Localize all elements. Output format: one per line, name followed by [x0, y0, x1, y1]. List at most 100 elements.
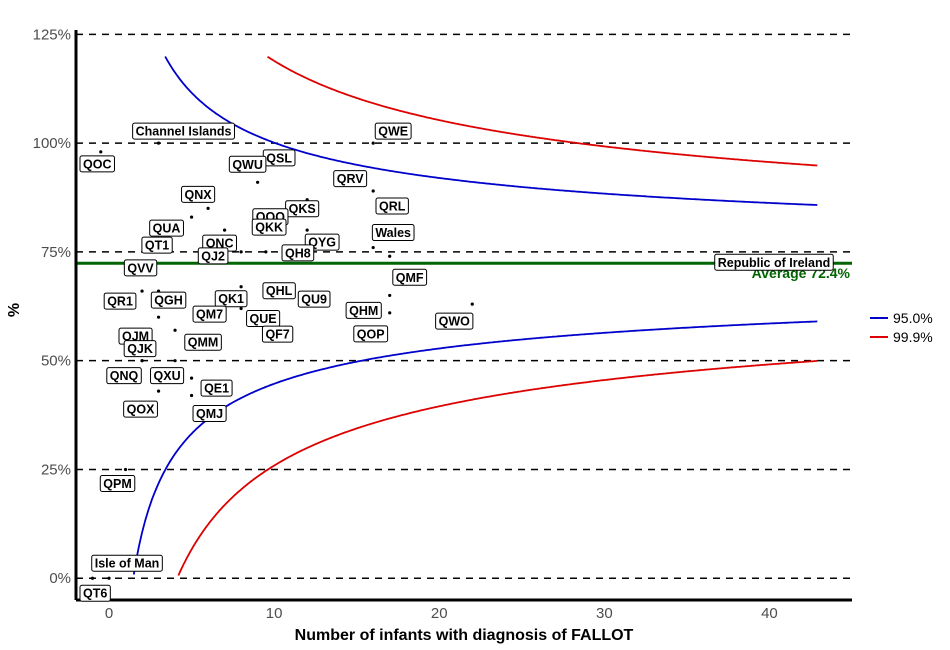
point-label-text: QOP	[357, 327, 385, 341]
point-label-box	[371, 224, 415, 242]
point-label-text: QH8	[285, 246, 311, 260]
point-label-text: QE1	[204, 382, 229, 396]
point-label: QK1	[214, 290, 248, 308]
point-label-box	[200, 379, 233, 397]
point-label: QR1	[103, 292, 137, 310]
x-tick-label: 30	[596, 605, 613, 622]
point-label-box	[345, 301, 382, 319]
point-label-text: QRV	[337, 172, 365, 186]
point-label: QNQ	[106, 367, 142, 385]
legend-label: 99.9%	[893, 329, 933, 345]
point-label: QOP	[353, 325, 389, 343]
point-label-text: QMM	[188, 336, 219, 350]
point-label-text: QMJ	[196, 407, 223, 421]
point-label: QRL	[375, 197, 409, 215]
point-label-text: QU9	[301, 293, 327, 307]
point-label-text: QXU	[154, 369, 181, 383]
data-point	[305, 228, 309, 232]
point-label: QHM	[345, 301, 382, 319]
point-label-box	[91, 554, 163, 572]
point-label: Wales	[371, 224, 415, 242]
point-label-box	[192, 404, 227, 422]
point-label-box	[262, 282, 296, 300]
point-label-text: QT6	[83, 587, 107, 601]
gridlines	[76, 33, 852, 579]
point-label: QRV	[333, 170, 368, 188]
point-label-text: QVV	[127, 261, 154, 275]
point-label: QMM	[184, 333, 222, 351]
point-label-box	[184, 333, 222, 351]
point-label: QKK	[251, 218, 287, 236]
point-label-text: QKS	[289, 202, 316, 216]
point-label-text: QNX	[185, 188, 213, 202]
data-point	[140, 359, 144, 363]
point-label-text: Republic of Ireland	[718, 256, 831, 270]
point-label-text: QWU	[232, 158, 263, 172]
tick-labels: 0% 25% 50% 75% 100% 125% 0 10 20 30 40	[33, 26, 778, 622]
data-point	[371, 189, 375, 193]
point-label-text: QHM	[349, 304, 378, 318]
point-label-text: QYG	[308, 236, 336, 250]
x-tick-label: 20	[431, 605, 448, 622]
data-point	[222, 228, 227, 232]
point-label-box	[281, 244, 315, 262]
point-label-box	[374, 122, 412, 140]
point-label: QPM	[99, 474, 136, 492]
point-label: QU9	[297, 290, 331, 308]
point-label-box	[181, 185, 216, 203]
y-tick-label: 100%	[33, 135, 71, 152]
point-label-text: QKK	[255, 221, 283, 235]
point-label: QVV	[123, 259, 158, 277]
point-label: QNX	[181, 185, 216, 203]
point-label-box	[99, 474, 136, 492]
point-label: QT1	[141, 236, 173, 254]
data-point	[239, 250, 243, 254]
data-point	[371, 141, 375, 145]
point-label-text: QMF	[396, 271, 424, 285]
point-label-box	[150, 367, 185, 385]
data-point	[189, 215, 194, 219]
data-point	[156, 389, 161, 393]
data-point	[388, 293, 392, 298]
data-point	[99, 150, 103, 154]
point-label-text: QUE	[250, 312, 277, 326]
point-label: Channel Islands	[132, 122, 235, 140]
point-label-box	[103, 292, 137, 310]
legend-label: 95.0%	[893, 310, 933, 326]
y-tick-label: 75%	[41, 244, 71, 261]
point-label-text: QRL	[379, 199, 406, 213]
limit-curve-upper-0	[164, 56, 818, 206]
data-point	[90, 576, 95, 580]
point-label-box	[375, 197, 409, 215]
point-label-text: QOC	[83, 157, 111, 171]
point-label: QKS	[285, 200, 320, 218]
point-label-box	[392, 268, 428, 286]
point-label-box	[123, 400, 158, 418]
x-tick-label: 0	[105, 605, 113, 622]
point-label-box	[123, 259, 158, 277]
y-axis-title: %	[6, 303, 23, 317]
point-label-box	[149, 219, 184, 237]
point-label-text: QM7	[196, 308, 223, 322]
point-label: QJM	[118, 327, 153, 345]
point-label-text: QGH	[154, 294, 182, 308]
point-label-text: QJK	[127, 342, 153, 356]
axes	[74, 30, 852, 602]
point-label-box	[714, 253, 834, 271]
limit-curve-upper-1	[267, 55, 818, 167]
point-label: QOX	[123, 400, 158, 418]
point-label-text: Isle of Man	[95, 557, 160, 571]
point-label-text: QNC	[206, 237, 234, 251]
point-label-box	[132, 122, 235, 140]
data-point	[239, 285, 243, 289]
point-label: QSL	[262, 149, 296, 167]
y-tick-label: 50%	[41, 353, 71, 370]
point-label-text: QWO	[439, 315, 471, 329]
data-point	[156, 315, 161, 319]
data-point	[371, 245, 375, 250]
point-label: QT6	[79, 584, 111, 602]
y-tick-label: 125%	[33, 26, 71, 43]
control-limit-curves	[132, 55, 818, 576]
